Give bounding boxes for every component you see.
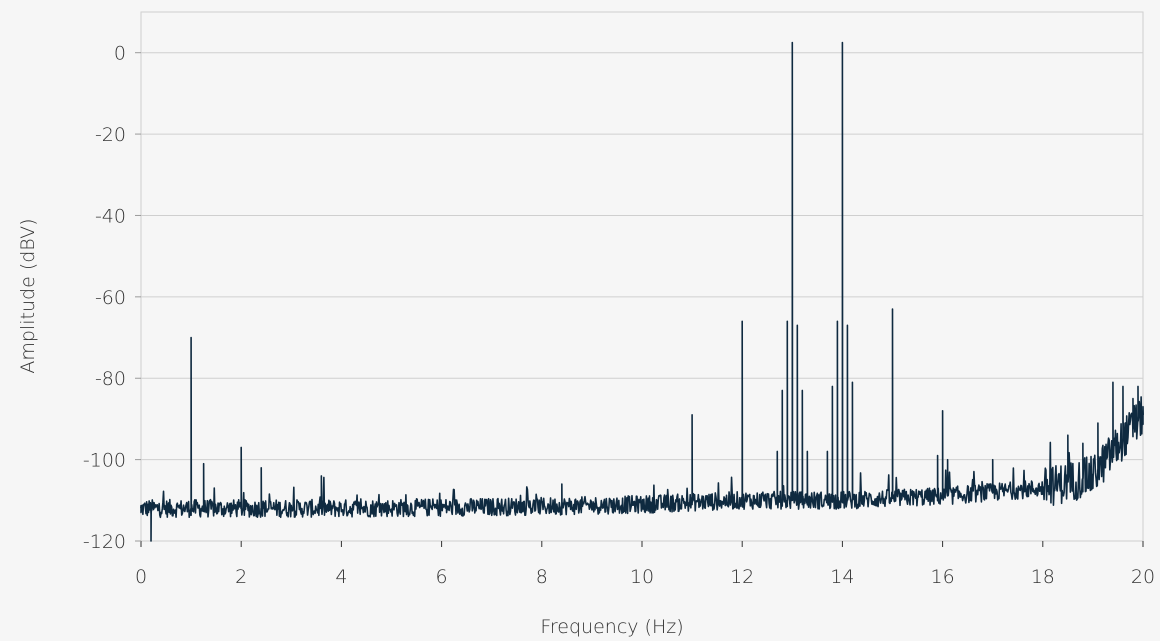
x-tick-label: 18 — [1031, 566, 1055, 588]
x-tick-label: 2 — [235, 566, 247, 588]
plot-area — [140, 11, 1144, 542]
y-tick-label: -60 — [95, 287, 126, 309]
x-tick-label: 10 — [630, 566, 654, 588]
series-group — [140, 41, 1144, 542]
y-axis-title: Amplitude (dBV) — [17, 218, 39, 373]
x-tick-label: 12 — [730, 566, 754, 588]
spectrum-line — [140, 41, 1144, 542]
x-tick-label: 14 — [830, 566, 854, 588]
y-tick-label: -80 — [95, 368, 126, 390]
y-tick-label: -100 — [83, 450, 126, 472]
grid-lines — [141, 52, 1143, 542]
x-tick-label: 8 — [536, 566, 548, 588]
y-tick-label: -20 — [95, 124, 126, 146]
x-tick-label: 6 — [436, 566, 448, 588]
y-tick-label: 0 — [114, 43, 126, 65]
x-tick-label: 20 — [1131, 566, 1155, 588]
x-axis-title: Frequency (Hz) — [540, 616, 683, 638]
x-axis-ticks: 0 2 4 6 8 10 12 14 16 18 20 — [135, 541, 1155, 588]
x-tick-label: 0 — [135, 566, 147, 588]
y-axis-ticks: 0 -20 -40 -60 -80 -100 -120 — [83, 43, 141, 553]
x-tick-label: 16 — [931, 566, 955, 588]
x-tick-label: 4 — [335, 566, 347, 588]
y-tick-label: -120 — [83, 531, 126, 553]
y-tick-label: -40 — [95, 205, 126, 227]
